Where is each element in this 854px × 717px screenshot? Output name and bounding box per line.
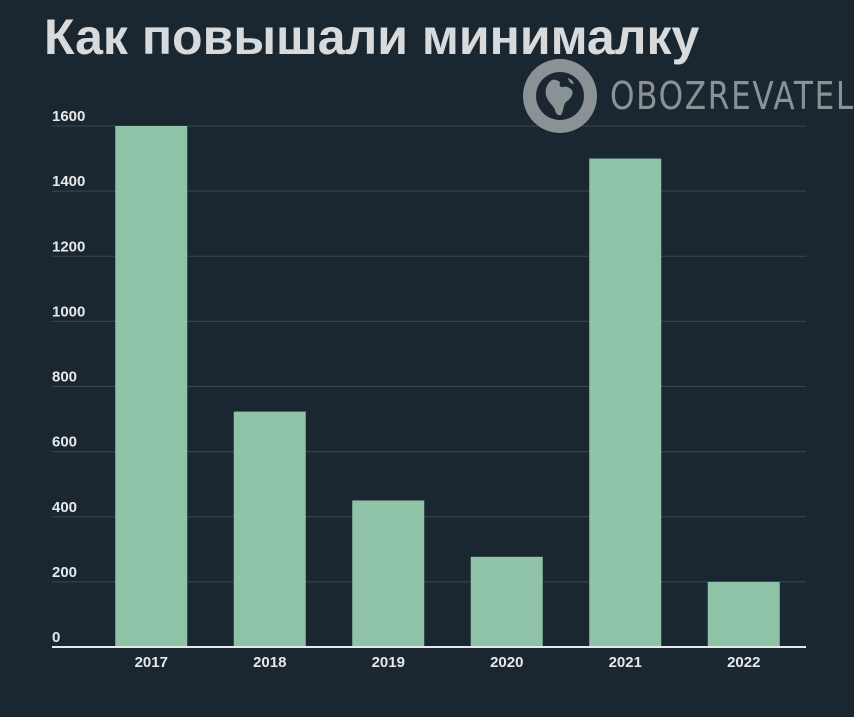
x-tick-label: 2021 bbox=[609, 654, 642, 671]
bar-2022 bbox=[707, 581, 780, 647]
logo-text: OBOZREVATEL bbox=[610, 74, 854, 118]
bars bbox=[115, 126, 780, 647]
y-tick-label: 400 bbox=[52, 499, 77, 516]
y-tick-label: 200 bbox=[52, 564, 77, 581]
x-tick-label: 2022 bbox=[727, 654, 760, 671]
y-tick-labels: 0 200 400 600 800 1000 1200 1400 1600 bbox=[52, 108, 85, 646]
y-tick-label: 0 bbox=[52, 629, 60, 646]
y-tick-label: 1000 bbox=[52, 303, 85, 320]
y-tick-label: 1600 bbox=[52, 108, 85, 125]
obozrevatel-logo: OBOZREVATEL bbox=[522, 58, 853, 134]
bar-2020 bbox=[470, 556, 543, 647]
y-tick-label: 800 bbox=[52, 369, 77, 386]
x-tick-label: 2020 bbox=[490, 654, 523, 671]
x-tick-labels: 2017 2018 2019 2020 2021 2022 bbox=[135, 654, 761, 671]
chart-title: Как повышали минималку bbox=[44, 9, 700, 65]
y-tick-label: 1400 bbox=[52, 173, 85, 190]
globe-icon bbox=[523, 59, 597, 133]
x-tick-label: 2018 bbox=[253, 654, 286, 671]
bar-2019 bbox=[352, 500, 425, 647]
y-tick-label: 1200 bbox=[52, 238, 85, 255]
x-tick-label: 2019 bbox=[372, 654, 405, 671]
y-tick-label: 600 bbox=[52, 434, 77, 451]
x-tick-label: 2017 bbox=[135, 654, 168, 671]
bar-2021 bbox=[589, 158, 662, 647]
bar-2017 bbox=[115, 126, 188, 647]
bar-2018 bbox=[233, 411, 306, 647]
